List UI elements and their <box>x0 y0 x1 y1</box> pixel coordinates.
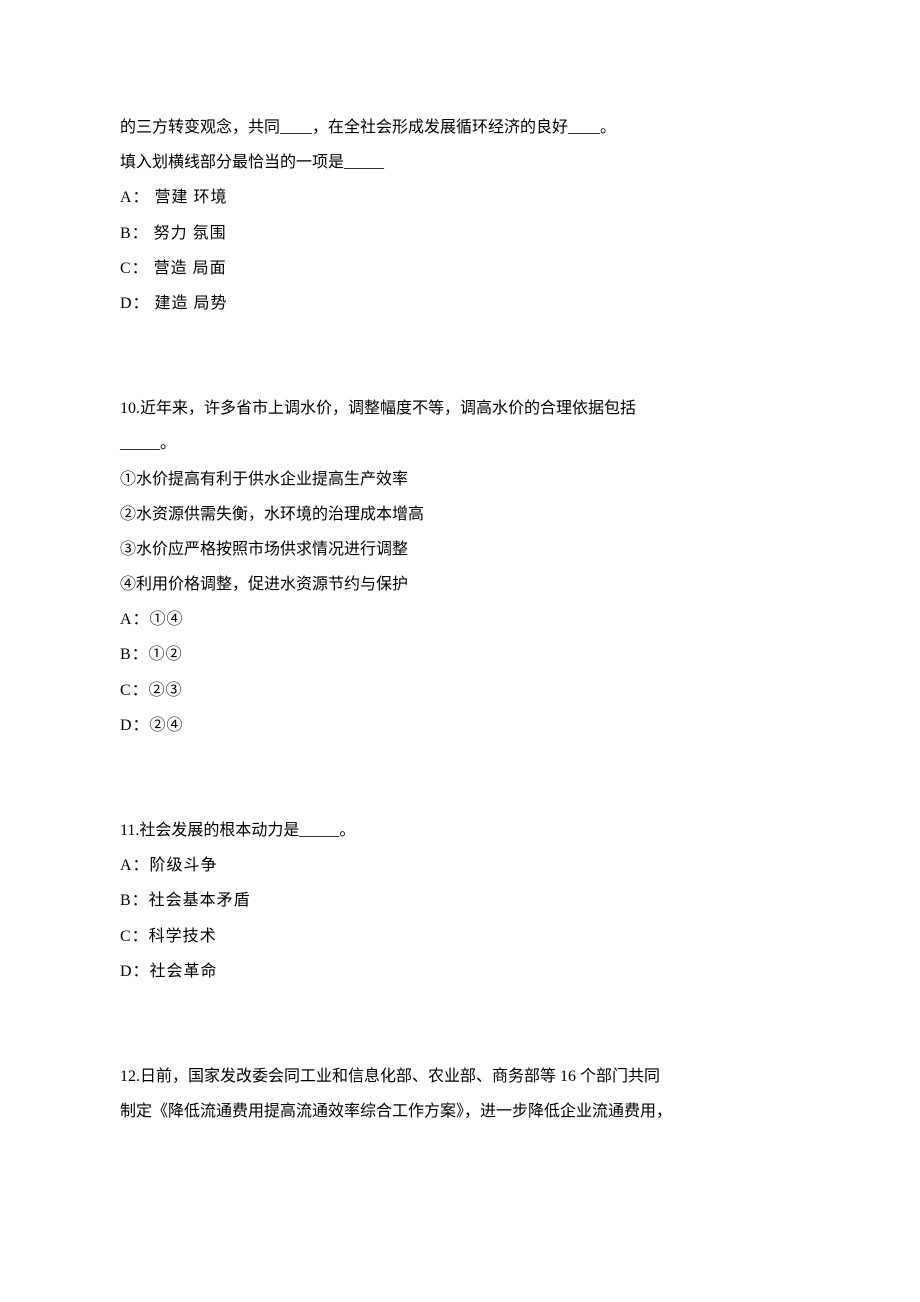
question-9-partial: 的三方转变观念，共同____，在全社会形成发展循环经济的良好____。 填入划横… <box>120 110 800 321</box>
question-stem-line: 的三方转变观念，共同____，在全社会形成发展循环经济的良好____。 <box>120 110 800 145</box>
question-option: D：②④ <box>120 708 800 743</box>
question-12-partial: 12.日前，国家发改委会同工业和信息化部、农业部、商务部等 16 个部门共同 制… <box>120 1059 800 1129</box>
question-stem-line: 11.社会发展的根本动力是_____。 <box>120 813 800 848</box>
question-stem-line: 制定《降低流通费用提高流通效率综合工作方案》，进一步降低企业流通费用， <box>120 1094 800 1129</box>
question-option: B： 努力 氛围 <box>120 216 800 251</box>
question-10: 10.近年来，许多省市上调水价，调整幅度不等，调高水价的合理依据包括 _____… <box>120 391 800 743</box>
question-statement: ②水资源供需失衡，水环境的治理成本增高 <box>120 497 800 532</box>
question-option: D：社会革命 <box>120 954 800 989</box>
question-option: A：阶级斗争 <box>120 848 800 883</box>
question-option: C： 营造 局面 <box>120 251 800 286</box>
question-option: A：①④ <box>120 602 800 637</box>
question-statement: ③水价应严格按照市场供求情况进行调整 <box>120 532 800 567</box>
question-statement: ①水价提高有利于供水企业提高生产效率 <box>120 462 800 497</box>
question-stem-line: _____。 <box>120 426 800 461</box>
question-stem-line: 10.近年来，许多省市上调水价，调整幅度不等，调高水价的合理依据包括 <box>120 391 800 426</box>
question-option: B：①② <box>120 637 800 672</box>
question-option: B：社会基本矛盾 <box>120 883 800 918</box>
question-instruction: 填入划横线部分最恰当的一项是_____ <box>120 145 800 180</box>
question-11: 11.社会发展的根本动力是_____。 A：阶级斗争 B：社会基本矛盾 C：科学… <box>120 813 800 989</box>
question-option: C：②③ <box>120 673 800 708</box>
question-statement: ④利用价格调整，促进水资源节约与保护 <box>120 567 800 602</box>
question-option: C：科学技术 <box>120 919 800 954</box>
question-stem-line: 12.日前，国家发改委会同工业和信息化部、农业部、商务部等 16 个部门共同 <box>120 1059 800 1094</box>
question-option: A： 营建 环境 <box>120 180 800 215</box>
question-option: D： 建造 局势 <box>120 286 800 321</box>
